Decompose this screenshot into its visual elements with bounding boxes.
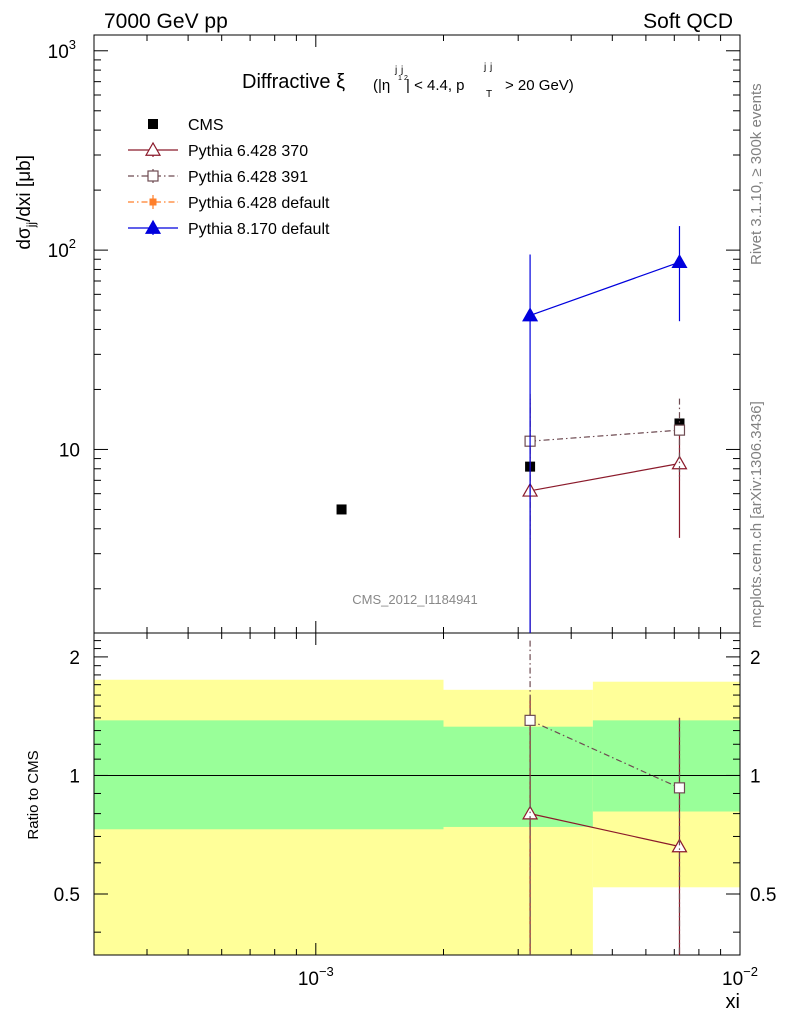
ratio-series bbox=[522, 640, 688, 955]
ratio-point-p370 bbox=[671, 838, 688, 853]
title-sub-t: T bbox=[486, 89, 492, 100]
ratio-y-tick-label: 2 bbox=[69, 648, 80, 669]
header-right: Soft QCD bbox=[643, 10, 733, 33]
title-cut-2: | < 4.4, p bbox=[406, 77, 465, 94]
title-sup-1b: j bbox=[400, 65, 403, 76]
cms-data-point bbox=[674, 418, 685, 429]
data-point-p391 bbox=[673, 424, 686, 436]
y-tick-label: 103 bbox=[48, 37, 76, 63]
title-sub-1b: 2 bbox=[404, 75, 408, 82]
svg-text:(|η: (|η bbox=[373, 77, 390, 94]
ratio-bands bbox=[94, 679, 740, 955]
series-line-p391 bbox=[530, 429, 680, 442]
x-tick-label: 10−3 bbox=[298, 964, 334, 990]
x-axis-label: xi bbox=[726, 991, 740, 1013]
main-series bbox=[336, 226, 688, 633]
data-point-p8def bbox=[671, 253, 688, 269]
ratio-y-tick-label-right: 2 bbox=[750, 648, 761, 669]
title-cut-1: (|η bbox=[373, 77, 390, 94]
title-cut-3: > 20 GeV) bbox=[505, 77, 574, 94]
y-tick-label: 102 bbox=[48, 236, 76, 262]
title-sup-pt2: j bbox=[489, 62, 492, 73]
legend-label-cms: CMS bbox=[188, 117, 224, 134]
analysis-id: CMS_2012_I1184941 bbox=[352, 592, 478, 607]
legend-label-p6def: Pythia 6.428 default bbox=[188, 195, 330, 212]
legend-label-p391: Pythia 6.428 391 bbox=[188, 169, 308, 186]
header-left: 7000 GeV pp bbox=[104, 10, 228, 33]
y-axis-label-main: dσjj/dxi [μb] bbox=[14, 155, 38, 250]
rivet-label: Rivet 3.1.10, ≥ 300k events bbox=[748, 83, 765, 265]
uncertainty-band-inner bbox=[592, 720, 740, 812]
ratio-y-tick-label: 1 bbox=[69, 766, 80, 787]
ratio-y-tick-label-right: 0.5 bbox=[750, 885, 776, 906]
legend-label-p8def: Pythia 8.170 default bbox=[188, 221, 330, 238]
title-sup-1: j bbox=[394, 65, 397, 76]
legend-marker-p391 bbox=[147, 170, 159, 182]
ratio-panel-frame bbox=[93, 632, 741, 956]
ratio-line-p391 bbox=[529, 719, 680, 789]
title-sub-1: 1 bbox=[398, 75, 402, 82]
ratio-point-p391 bbox=[673, 782, 686, 794]
legend-marker-p370 bbox=[144, 141, 162, 156]
data-point-p8def bbox=[522, 307, 539, 322]
svg-text:Diffractive ξ: Diffractive ξ bbox=[242, 71, 345, 93]
title-main: Diffractive ξ bbox=[242, 71, 345, 93]
ratio-y-tick-label: 0.5 bbox=[54, 885, 80, 906]
legend-label-p370: Pythia 6.428 370 bbox=[188, 143, 308, 160]
x-tick-label: 10−2 bbox=[722, 964, 758, 990]
uncertainty-band-inner bbox=[94, 720, 444, 830]
legend-marker-p8def bbox=[144, 219, 162, 234]
title-sup-pt: j bbox=[483, 62, 486, 73]
legend-marker-cms bbox=[148, 119, 158, 129]
ratio-line-p370 bbox=[529, 813, 680, 848]
legend-marker-p6def bbox=[149, 198, 157, 206]
cms-data-point bbox=[336, 504, 347, 515]
legend: CMS Pythia 6.428 370 Pythia 6.428 391 Pythi… bbox=[128, 117, 330, 238]
series-line-p370 bbox=[529, 462, 680, 492]
uncertainty-band-inner bbox=[443, 726, 593, 827]
y-axis-label-ratio: Ratio to CMS bbox=[25, 750, 42, 839]
ratio-y-tick-label-right: 1 bbox=[750, 766, 761, 787]
ratio-point-p391 bbox=[524, 714, 536, 726]
y-tick-label: 10 bbox=[59, 440, 80, 461]
series-line-p8def bbox=[529, 261, 680, 317]
plot-title: Diffractive ξ (|η j j 1 2 | < 4.4, p j j… bbox=[242, 62, 574, 100]
mcplots-label: mcplots.cern.ch [arXiv:1306.3436] bbox=[748, 401, 765, 628]
